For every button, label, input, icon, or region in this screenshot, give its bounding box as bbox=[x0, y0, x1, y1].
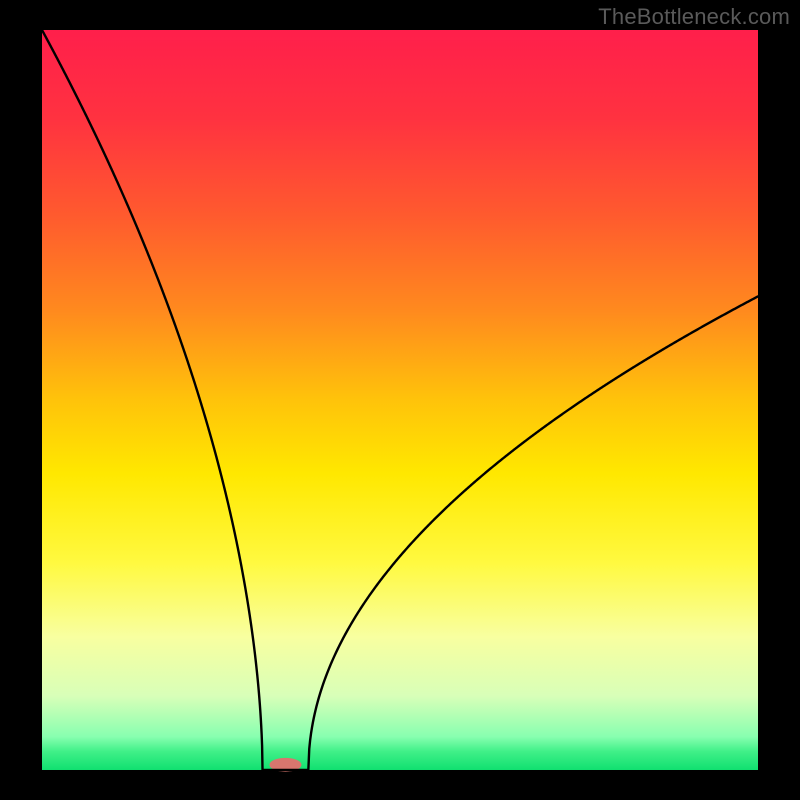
chart-root: TheBottleneck.com bbox=[0, 0, 800, 800]
bottleneck-chart bbox=[0, 0, 800, 800]
heatmap-background bbox=[42, 30, 758, 770]
watermark-label: TheBottleneck.com bbox=[598, 4, 790, 30]
